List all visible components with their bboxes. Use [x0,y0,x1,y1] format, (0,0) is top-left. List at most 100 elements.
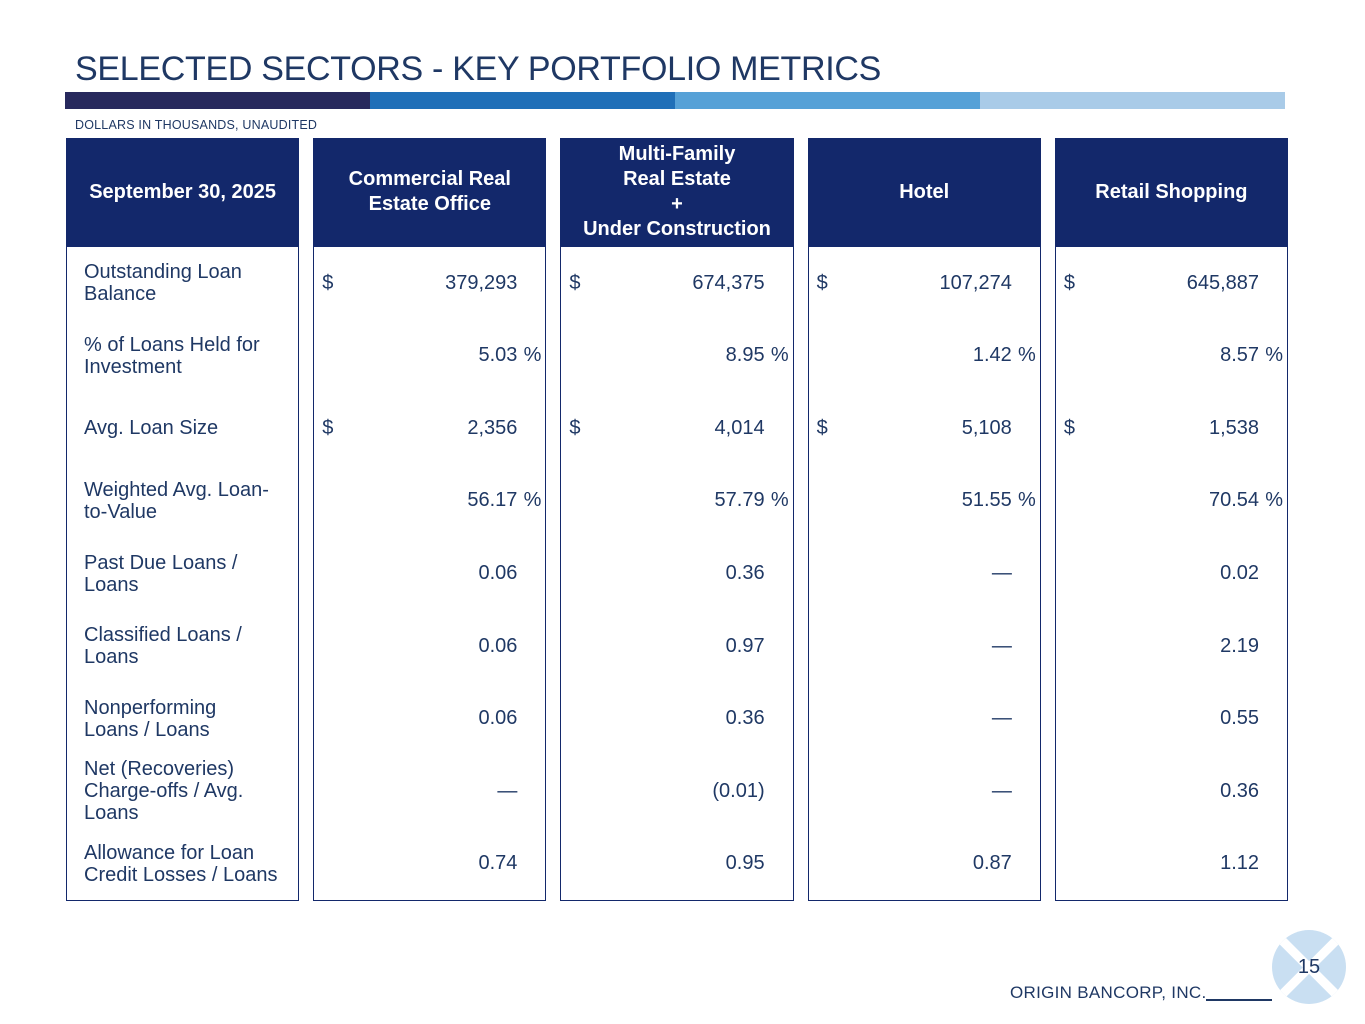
cell-value: 4,014 [714,416,765,439]
row-label-allowance-loan-credit-losses: Allowance for Loan Credit Losses / Loans [84,841,278,886]
table-cell: 0.74 [314,828,545,901]
origin-bancorp-logo-icon [1272,930,1346,1004]
table-cell: $645,887 [1056,247,1287,320]
accent-bar-segment-1 [65,92,370,109]
cell-value: 645,887 [1186,271,1260,294]
column-header-retail-shopping: Retail Shopping [1054,138,1289,246]
row-header-body: Outstanding Loan Balance % of Loans Held… [66,246,300,901]
table-cell: $1,538 [1056,392,1287,465]
percent-symbol: % [1265,344,1284,367]
column-retail-shopping: Retail Shopping $645,887 8.57% $1,538 70… [1054,138,1289,901]
cell-value: 0.36 [1220,779,1260,802]
cell-value: 107,274 [939,271,1012,294]
cell-value: 57.79 [714,489,765,512]
table-cell: 0.36 [561,537,792,610]
table-cell: — [809,682,1040,755]
column-body-retail-shopping: $645,887 8.57% $1,538 70.54% 0.02 2.19 0… [1054,246,1289,901]
table-cell: 8.57% [1056,320,1287,393]
cell-value: 2,356 [467,416,518,439]
cell-value: 1.42 [972,344,1012,367]
table-cell: 1.42% [809,320,1040,393]
table-cell: 0.06 [314,537,545,610]
table-cell: 2.19 [1056,610,1287,683]
table-cell: 0.95 [561,828,792,901]
cell-value: 0.06 [478,707,518,730]
cell-value: 70.54 [1208,489,1260,512]
column-body-cre-office: $379,293 5.03% $2,356 56.17% 0.06 0.06 0… [313,246,547,901]
currency-symbol: $ [569,416,581,439]
table-cell: — [314,755,545,828]
row-label-net-charge-offs: Net (Recoveries) Charge-offs / Avg. Loan… [84,758,244,825]
percent-symbol: % [1018,489,1036,512]
table-cell: 0.55 [1056,682,1287,755]
table-cell: 57.79% [561,465,792,538]
table-cell: (0.01) [561,755,792,828]
percent-symbol: % [1265,489,1284,512]
cell-value: — [991,779,1012,802]
table-cell: 56.17% [314,465,545,538]
cell-value: 1,538 [1208,416,1260,439]
table-cell: — [809,755,1040,828]
currency-symbol: $ [816,271,828,294]
table-cell: 0.87 [809,828,1040,901]
table-corner-header: September 30, 2025 [66,138,300,246]
table-cell: 5.03% [314,320,545,393]
currency-symbol: $ [569,271,581,294]
column-multi-family-real-estate: Multi-Family Real Estate + Under Constru… [560,138,794,901]
table-cell: 0.97 [561,610,792,683]
row-label-past-due-loans: Past Due Loans / Loans [84,551,238,596]
table-cell: $5,108 [809,392,1040,465]
table-cell: 70.54% [1056,465,1287,538]
table-cell: $4,014 [561,392,792,465]
table-cell: 0.36 [561,682,792,755]
accent-bar-segment-4 [980,92,1285,109]
metrics-table: September 30, 2025 Outstanding Loan Bala… [66,138,1289,901]
footer-company-name: ORIGIN BANCORP, INC. [1010,983,1207,1002]
table-cell: 51.55% [809,465,1040,538]
column-body-hotel: $107,274 1.42% $5,108 51.55% — — — — 0.8… [807,246,1041,901]
row-label-weighted-avg-ltv: Weighted Avg. Loan- to-Value [84,478,269,523]
table-cell: $107,274 [809,247,1040,320]
footer-blank-line [1206,999,1272,1001]
table-cell: 0.36 [1056,755,1287,828]
table-cell: 0.02 [1056,537,1287,610]
currency-symbol: $ [322,271,334,294]
table-cell: 1.12 [1056,828,1287,901]
table-cell: 0.06 [314,682,545,755]
cell-value: 0.02 [1220,562,1260,585]
accent-bar-segment-3 [675,92,980,109]
percent-symbol: % [770,489,789,512]
column-hotel: Hotel $107,274 1.42% $5,108 51.55% — — —… [807,138,1041,901]
currency-symbol: $ [1063,416,1075,439]
cell-value: 1.12 [1220,852,1260,875]
cell-value: 0.97 [725,634,765,657]
cell-value: 5,108 [961,416,1012,439]
cell-value: 0.74 [478,852,518,875]
column-header-cre-office: Commercial Real Estate Office [313,138,547,246]
cell-value: 0.36 [725,562,765,585]
column-header-multi-family: Multi-Family Real Estate + Under Constru… [560,138,794,246]
row-label-nonperforming-loans: Nonperforming Loans / Loans [84,696,217,741]
currency-symbol: $ [1063,271,1075,294]
column-header-hotel: Hotel [807,138,1041,246]
table-cell: $674,375 [561,247,792,320]
cell-value: 2.19 [1220,634,1260,657]
cell-value: 8.95 [725,344,765,367]
percent-symbol: % [1018,344,1036,367]
row-label-avg-loan-size: Avg. Loan Size [84,417,219,440]
cell-value: 56.17 [467,489,518,512]
row-label-pct-loans-held-for-investment: % of Loans Held for Investment [84,333,260,378]
table-cell: — [809,610,1040,683]
accent-bar [65,92,1285,109]
cell-value: — [497,779,518,802]
cell-value: (0.01) [712,779,765,802]
cell-value: 5.03 [478,344,518,367]
cell-value: 0.95 [725,852,765,875]
units-note: DOLLARS IN THOUSANDS, UNAUDITED [75,118,318,132]
table-cell: 0.06 [314,610,545,683]
cell-value: 0.55 [1220,707,1260,730]
page-number: 15 [1297,955,1321,978]
cell-value: 674,375 [692,271,765,294]
currency-symbol: $ [322,416,334,439]
cell-value: 8.57 [1220,344,1260,367]
